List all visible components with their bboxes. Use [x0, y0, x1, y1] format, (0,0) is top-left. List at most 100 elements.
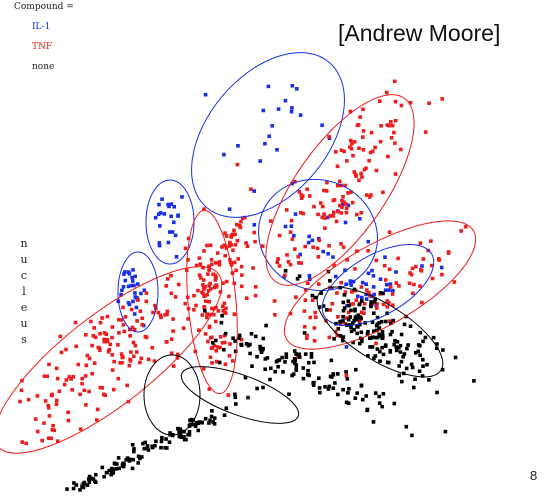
point-none-192	[388, 332, 393, 337]
point-tnf-273	[164, 284, 168, 288]
point-tnf-43	[244, 296, 249, 300]
credit-annotation: [Andrew Moore]	[338, 20, 501, 46]
point-tnf-359	[164, 340, 169, 344]
point-none-297	[310, 293, 315, 298]
point-none-221	[136, 461, 140, 465]
point-tnf-156	[365, 193, 369, 197]
point-none-119	[145, 444, 150, 448]
point-tnf-82	[229, 243, 233, 247]
point-none-364	[187, 430, 192, 434]
point-il1-84	[170, 230, 175, 234]
point-none-372	[87, 480, 92, 485]
point-none-77	[287, 392, 291, 396]
point-tnf-438	[91, 334, 96, 338]
point-tnf-452	[66, 418, 71, 423]
point-il1-88	[267, 134, 271, 138]
point-tnf-493	[364, 166, 368, 171]
point-none-385	[375, 315, 380, 320]
point-tnf-326	[194, 263, 199, 268]
point-tnf-85	[66, 410, 70, 415]
point-none-248	[344, 400, 349, 405]
ellipse-il1-1	[145, 179, 195, 265]
point-il1-14	[136, 282, 140, 286]
point-il1-119	[349, 283, 353, 287]
point-il1-100	[157, 202, 161, 207]
point-tnf-62	[312, 339, 317, 343]
ellipse-none-0	[143, 354, 201, 436]
point-tnf-295	[299, 193, 304, 197]
point-tnf-75	[51, 423, 55, 428]
point-il1-113	[127, 302, 132, 307]
point-tnf-146	[207, 299, 211, 304]
point-none-335	[167, 440, 172, 444]
point-tnf-291	[305, 333, 309, 338]
point-none-6	[410, 365, 415, 370]
point-il1-58	[366, 239, 371, 244]
point-none-277	[233, 339, 237, 343]
point-tnf-243	[206, 289, 211, 293]
point-il1-56	[153, 215, 158, 220]
point-none-170	[399, 359, 404, 364]
point-none-309	[294, 352, 298, 356]
point-none-264	[336, 392, 340, 397]
point-none-29	[360, 397, 365, 402]
point-none-88	[273, 369, 277, 374]
point-tnf-333	[120, 355, 125, 360]
point-tnf-338	[205, 243, 209, 248]
point-none-235	[362, 306, 366, 311]
point-il1-0	[270, 124, 274, 128]
point-tnf-170	[119, 352, 124, 356]
point-tnf-139	[350, 200, 355, 205]
point-none-317	[358, 322, 362, 327]
point-none-374	[326, 387, 331, 391]
point-none-305	[380, 333, 385, 338]
point-none-349	[132, 447, 136, 451]
point-none-156	[347, 387, 351, 391]
point-tnf-456	[220, 245, 224, 249]
point-none-124	[297, 355, 302, 359]
point-tnf-229	[205, 292, 209, 297]
point-none-44	[138, 456, 142, 461]
point-none-17	[431, 335, 436, 340]
point-tnf-28	[344, 210, 349, 215]
point-il1-76	[388, 282, 393, 286]
point-tnf-375	[121, 323, 126, 327]
point-none-322	[440, 367, 445, 372]
point-none-371	[121, 464, 125, 468]
point-tnf-406	[286, 260, 291, 264]
point-il1-79	[133, 274, 137, 279]
point-tnf-539	[183, 301, 187, 306]
point-tnf-96	[84, 333, 88, 337]
point-none-388	[397, 364, 401, 368]
point-tnf-177	[393, 99, 398, 104]
point-none-237	[222, 347, 226, 352]
point-tnf-341	[345, 159, 349, 163]
point-none-70	[142, 446, 147, 451]
point-il1-21	[289, 109, 294, 114]
point-tnf-184	[346, 310, 351, 315]
point-tnf-481	[210, 346, 215, 350]
point-il1-90	[169, 202, 174, 206]
point-tnf-421	[385, 299, 389, 303]
point-il1-70	[132, 312, 137, 316]
point-tnf-32	[197, 256, 202, 260]
point-none-206	[280, 355, 284, 360]
point-none-314	[224, 406, 229, 410]
point-none-278	[373, 297, 377, 301]
point-none-369	[212, 416, 217, 420]
point-tnf-363	[55, 376, 60, 381]
ellipse-tnf-0	[0, 266, 223, 454]
point-none-174	[365, 407, 370, 412]
point-none-307	[357, 302, 362, 307]
point-none-263	[284, 355, 289, 360]
point-tnf-3	[35, 394, 40, 398]
point-none-141	[220, 313, 224, 318]
point-tnf-511	[46, 436, 51, 440]
point-none-301	[233, 392, 237, 397]
point-none-42	[372, 356, 376, 361]
point-tnf-200	[350, 141, 354, 146]
point-none-273	[231, 336, 235, 340]
point-none-213	[311, 381, 315, 385]
point-il1-72	[420, 264, 424, 268]
point-none-325	[211, 340, 215, 345]
